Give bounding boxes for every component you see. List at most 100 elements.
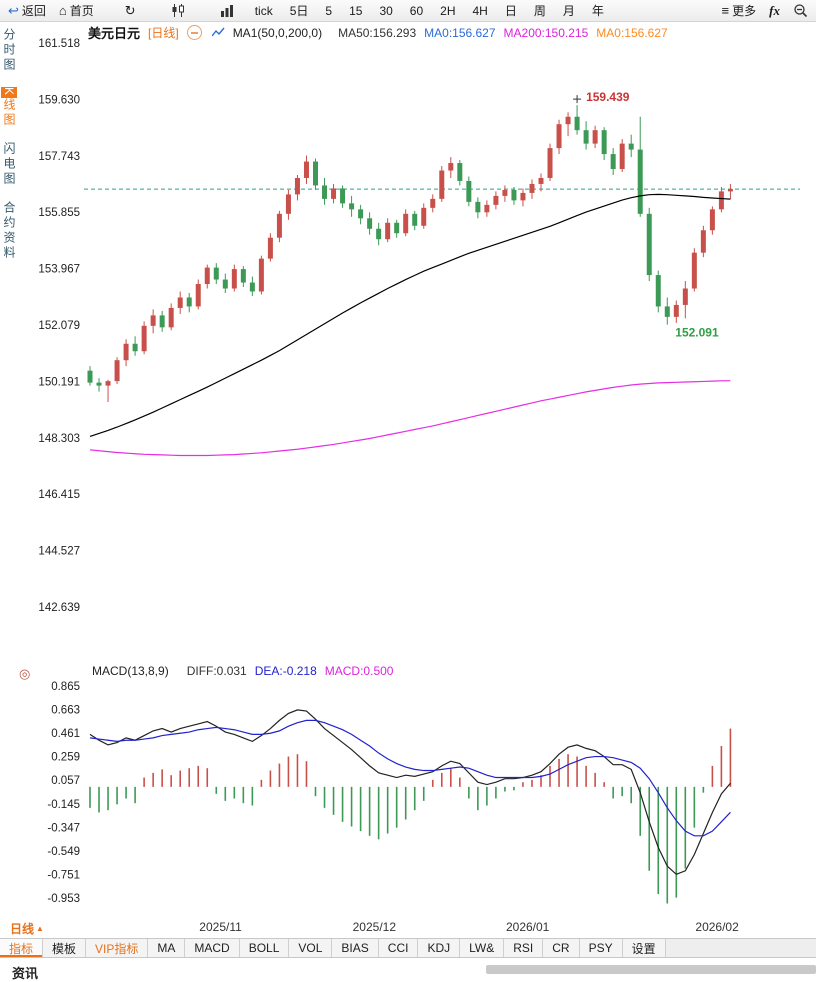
candle xyxy=(484,204,490,213)
period-button-3[interactable]: 15 xyxy=(349,3,363,18)
ma-settings-label: MA1(50,0,200,0) xyxy=(232,25,323,40)
tab-settings[interactable]: 设置 xyxy=(622,939,666,957)
candle xyxy=(718,191,724,210)
period-button-6[interactable]: 2H xyxy=(440,3,456,18)
candle xyxy=(520,192,526,201)
candle xyxy=(439,170,445,199)
period-button-10[interactable]: 月 xyxy=(562,4,575,18)
candle xyxy=(249,282,255,292)
low-price-annotation: 152.091 xyxy=(675,326,719,340)
period-selector[interactable]: 日线 ▲ xyxy=(10,920,44,937)
candle xyxy=(610,154,616,170)
chart-title-row: 美元日元 [日线] MA1(50,0,200,0) MA50:156.293 MA… xyxy=(88,23,668,42)
period-button-8[interactable]: 日 xyxy=(504,4,517,18)
macd-axis-label-9: -0.953 xyxy=(47,893,80,905)
candle xyxy=(601,130,607,155)
horizontal-scrollbar[interactable] xyxy=(486,965,816,974)
volume-chart-type-button[interactable] xyxy=(220,4,234,17)
tab-vol[interactable]: VOL xyxy=(289,939,333,957)
period-button-1[interactable]: 5日 xyxy=(289,4,309,18)
refresh-icon: ↻ xyxy=(124,3,136,18)
candle xyxy=(168,307,174,328)
candle xyxy=(240,269,246,283)
candle xyxy=(313,161,318,186)
candle xyxy=(358,209,364,219)
home-button[interactable]: ⌂ 首页 xyxy=(59,2,94,19)
candle xyxy=(403,213,409,234)
back-button[interactable]: ↩ 返回 xyxy=(8,2,46,19)
zoom-out-button[interactable] xyxy=(793,3,808,18)
candle xyxy=(186,297,192,307)
period-selector-label: 日线 xyxy=(10,922,35,936)
candle xyxy=(231,269,237,289)
tab-indicators[interactable]: 指标 xyxy=(0,939,44,957)
candle xyxy=(574,116,580,131)
tab-lw[interactable]: LW& xyxy=(460,939,505,957)
macd-axis-label-1: 0.663 xyxy=(51,705,80,717)
period-button-9[interactable]: 周 xyxy=(533,4,546,18)
candle xyxy=(331,188,337,199)
candle xyxy=(655,275,661,307)
more-button[interactable]: ≡ 更多 xyxy=(722,2,757,19)
indicator-settings-icon[interactable]: ◎ xyxy=(19,666,31,681)
candle xyxy=(430,198,436,208)
price-axis-label-10: 142.639 xyxy=(38,602,80,614)
left-sidebar: 分时图 K线图闪电图合约资料 xyxy=(0,22,18,668)
candle xyxy=(664,306,670,317)
candle xyxy=(700,230,706,253)
candle xyxy=(565,116,571,125)
sidebar-item-kline[interactable]: K线图 xyxy=(1,87,17,128)
tab-bias[interactable]: BIAS xyxy=(332,939,379,957)
ma-value-2: MA200:150.215 xyxy=(503,25,589,40)
home-label: 首页 xyxy=(69,4,94,18)
fx-formula-button[interactable]: fx xyxy=(769,3,780,19)
x-axis-label-0: 2025/11 xyxy=(199,920,242,934)
x-axis-label-3: 2026/02 xyxy=(695,920,739,934)
sidebar-item-lightning[interactable]: 闪电图 xyxy=(2,142,16,188)
candle xyxy=(376,228,382,240)
back-icon: ↩ xyxy=(8,3,19,18)
tab-ma[interactable]: MA xyxy=(148,939,186,957)
sidebar-item-contract-info[interactable]: 合约资料 xyxy=(2,201,16,262)
tab-macd[interactable]: MACD xyxy=(185,939,240,957)
refresh-button[interactable]: ↻ xyxy=(125,4,136,17)
candle xyxy=(141,325,147,352)
tab-rsi[interactable]: RSI xyxy=(504,939,544,957)
volume-chart-icon xyxy=(220,5,233,17)
tab-templates[interactable]: 模板 xyxy=(43,939,87,957)
period-button-7[interactable]: 4H xyxy=(472,3,488,18)
candle xyxy=(150,315,156,326)
candle xyxy=(367,218,373,229)
macd-value-0: DIFF:0.031 xyxy=(186,664,247,678)
tab-cr[interactable]: CR xyxy=(543,939,580,957)
candle xyxy=(123,343,129,361)
bottom-strip: 资讯 xyxy=(0,958,816,981)
macd-axis-label-7: -0.549 xyxy=(47,846,80,858)
period-button-5[interactable]: 60 xyxy=(409,3,424,18)
tab-cci[interactable]: CCI xyxy=(378,939,419,957)
period-button-0[interactable]: tick xyxy=(254,3,273,18)
candle xyxy=(646,213,652,276)
candle xyxy=(466,180,472,202)
tab-psy[interactable]: PSY xyxy=(579,939,623,957)
kline-chart-type-button[interactable] xyxy=(171,4,185,17)
macd-chart-svg[interactable]: 0.865 0.663 0.461 0.259 0.057 -0.145 -0.347 -0.… xyxy=(18,660,800,918)
more-icon: ≡ xyxy=(721,3,730,18)
candle xyxy=(258,258,264,292)
period-button-11[interactable]: 年 xyxy=(591,4,604,18)
ma-value-0: MA50:156.293 xyxy=(338,25,417,40)
main-chart-svg[interactable]: 161.518 159.630 157.743 155.855 153.967 152.0… xyxy=(18,36,800,662)
tab-vip-indicators[interactable]: VIP指标 xyxy=(86,939,149,957)
tab-boll[interactable]: BOLL xyxy=(239,939,290,957)
sidebar-item-time-share[interactable]: 分时图 xyxy=(2,28,16,73)
period-button-2[interactable]: 5 xyxy=(325,3,333,18)
candle xyxy=(448,163,454,171)
tab-kdj[interactable]: KDJ xyxy=(418,939,461,957)
candle xyxy=(285,194,291,214)
period-button-4[interactable]: 30 xyxy=(379,3,393,18)
macd-axis-label-4: 0.057 xyxy=(51,775,80,787)
collapse-icon[interactable] xyxy=(186,25,202,40)
candle xyxy=(267,237,273,259)
candle xyxy=(637,149,643,214)
candle xyxy=(322,185,328,199)
